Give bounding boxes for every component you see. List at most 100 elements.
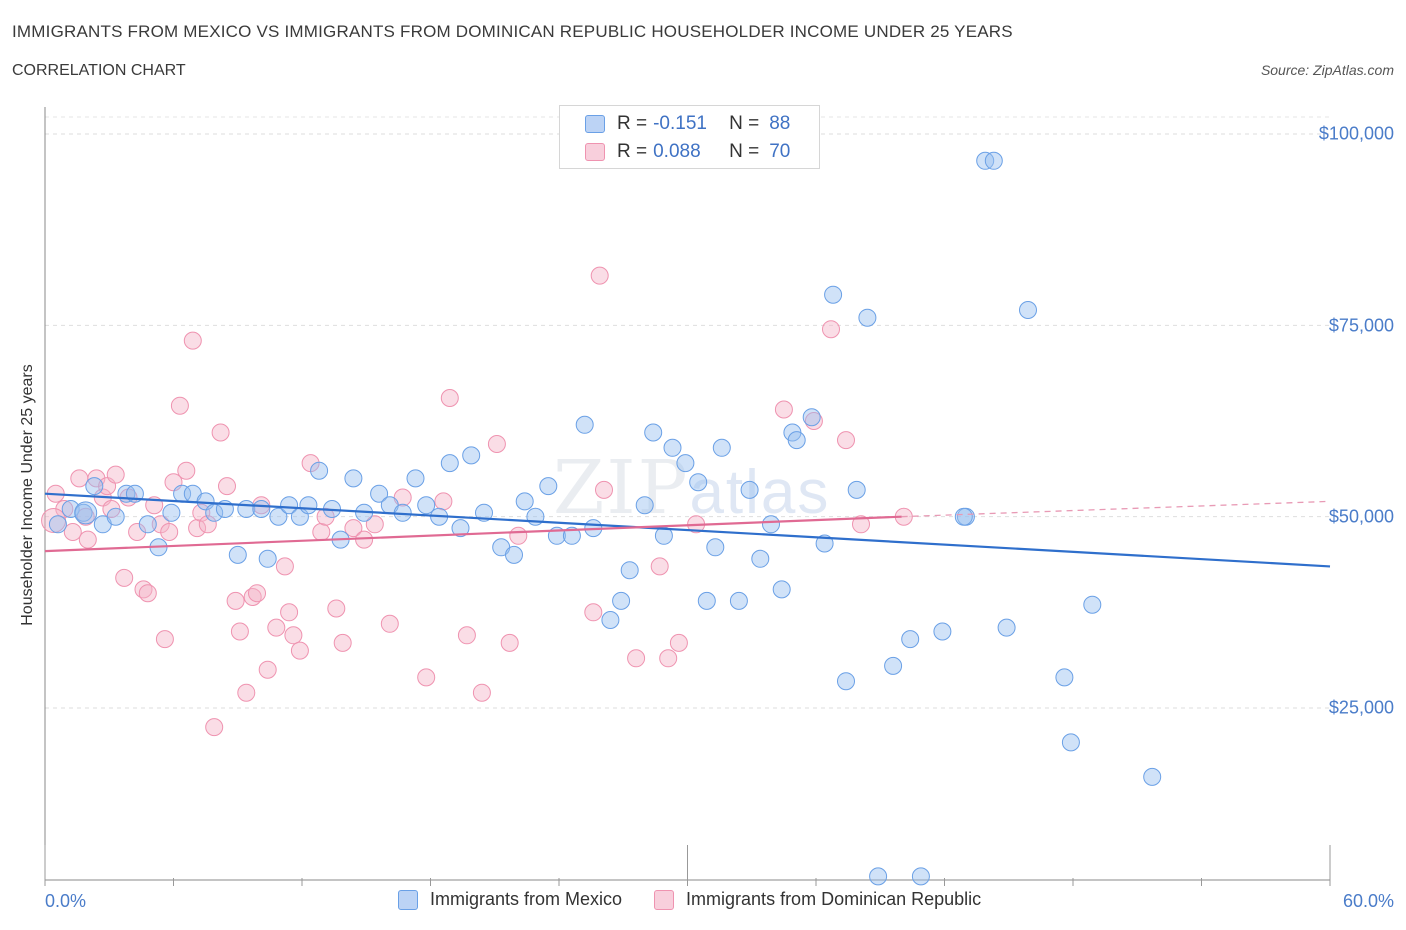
dominican-point-63: [627, 649, 646, 668]
dominican-point-23: [183, 331, 202, 350]
legend-item-dominican[interactable]: Immigrants from Dominican Republic: [654, 889, 981, 910]
mexico-point-81: [997, 618, 1016, 637]
dominican-point-22: [177, 461, 196, 480]
legend-label-mexico: Immigrants from Mexico: [430, 889, 623, 909]
dominican-point-26: [198, 515, 217, 534]
mexico-point-57: [697, 591, 716, 610]
mexico-trend-line: [44, 492, 1331, 568]
mexico-point-54: [663, 438, 682, 457]
mexico-point-52: [644, 423, 663, 442]
axes: [44, 107, 1331, 886]
dominican-point-10: [106, 465, 125, 484]
dominican-point-15: [138, 584, 157, 603]
dominican-point-28: [211, 423, 230, 442]
dominican-point-2: [63, 523, 82, 541]
mexico-point-35: [440, 454, 459, 473]
mexico-point-37: [462, 446, 481, 465]
mexico-point-85: [1083, 595, 1102, 614]
dominican-point-39: [280, 603, 299, 622]
dominican-point-67: [774, 400, 793, 419]
mexico-point-60: [729, 591, 748, 610]
mexico-point-75: [901, 630, 920, 649]
legend-r-value: 0.088: [653, 141, 701, 162]
dominican-point-43: [312, 523, 331, 541]
mexico-point-64: [772, 580, 791, 599]
legend-r-value: -0.151: [653, 113, 707, 134]
dominican-point-69: [822, 320, 840, 339]
mexico-point-27: [344, 469, 363, 488]
mexico-point-10: [162, 503, 181, 522]
x-tick-max: 60.0%: [1342, 891, 1394, 911]
dominican-point-37: [267, 618, 286, 637]
dominican-point-21: [170, 396, 189, 415]
mexico-point-18: [252, 500, 271, 518]
mexico-point-56: [689, 473, 708, 492]
legend-label-dominican: Immigrants from Dominican Republic: [686, 889, 982, 909]
dominican-point-24: [188, 519, 207, 538]
mexico-point-61: [740, 480, 759, 499]
dominican-point-65: [659, 649, 678, 668]
dominican-point-18: [155, 630, 174, 649]
mexico-point-32: [406, 469, 425, 488]
mexico-point-77: [933, 622, 952, 641]
mexico-point-58: [706, 538, 725, 557]
dominican-point-61: [590, 266, 609, 285]
dominican-point-58: [500, 633, 519, 652]
dominican-point-55: [457, 626, 476, 645]
mexico-point-46: [575, 415, 594, 434]
chart-title: IMMIGRANTS FROM MEXICO VS IMMIGRANTS FRO…: [12, 22, 1013, 41]
mexico-point-68: [815, 534, 834, 553]
mexico-point-16: [228, 545, 247, 564]
dominican-point-40: [284, 626, 303, 645]
dominican-trend-line: [44, 515, 902, 553]
mexico-point-49: [612, 591, 631, 610]
legend-row-mexico: R = -0.151 N = 88: [585, 112, 790, 136]
legend-n-value: 88: [769, 113, 791, 134]
legend-n-label: N =: [729, 113, 760, 134]
mexico-point-76: [911, 867, 930, 886]
mexico-point-86: [1143, 767, 1162, 786]
mexico-point-69: [824, 285, 843, 304]
mexico-point-41: [515, 492, 534, 511]
mexico-point-50: [620, 561, 639, 580]
mexico-point-74: [884, 656, 903, 675]
mexico-point-20: [269, 507, 288, 526]
y-tick-50000: $50,000: [1328, 506, 1394, 527]
dominican-point-53: [434, 492, 453, 511]
dominican-point-5: [78, 530, 97, 549]
mexico-point-45: [562, 526, 581, 545]
dominican-point-46: [333, 633, 352, 652]
mexico-point-3: [85, 477, 104, 496]
dominican-point-59: [509, 526, 528, 545]
mexico-point-17: [237, 500, 256, 518]
dominican-point-13: [128, 523, 147, 541]
legend-item-mexico[interactable]: Immigrants from Mexico: [398, 889, 622, 910]
dominican-point-64: [650, 557, 669, 576]
dominican-point-41: [290, 641, 309, 660]
correlation-legend: R = -0.151 N = 88 R = 0.088 N = 70: [559, 105, 820, 169]
dominican-swatch-icon: [585, 143, 605, 161]
y-tick-25000: $25,000: [1328, 697, 1394, 718]
mexico-legend-icon: [398, 889, 418, 910]
mexico-point-36: [451, 519, 470, 538]
dominican-trend-extension: [901, 500, 1331, 518]
mexico-point-84: [1061, 733, 1080, 752]
y-tick-100000: $100,000: [1318, 123, 1394, 144]
dominican-point-50: [380, 614, 399, 633]
mexico-point-80: [984, 151, 1003, 170]
watermark-atlas: atlas: [689, 458, 831, 527]
mexico-point-71: [847, 480, 866, 499]
mexico-point-59: [712, 438, 731, 457]
grid-lines: [45, 116, 1330, 709]
dominican-point-32: [237, 683, 256, 702]
dominican-point-36: [258, 660, 277, 679]
y-axis-title: Householder Income Under 25 years: [19, 364, 36, 626]
dominican-point-38: [275, 557, 294, 576]
mexico-point-72: [858, 308, 877, 327]
dominican-point-49: [365, 515, 384, 534]
source-credit: Source: ZipAtlas.com: [1260, 62, 1394, 78]
mexico-point-21: [280, 496, 299, 515]
y-tick-75000: $75,000: [1328, 315, 1394, 336]
mexico-point-87: [954, 507, 973, 526]
series-legend: Immigrants from Mexico Immigrants from D…: [398, 889, 1013, 910]
